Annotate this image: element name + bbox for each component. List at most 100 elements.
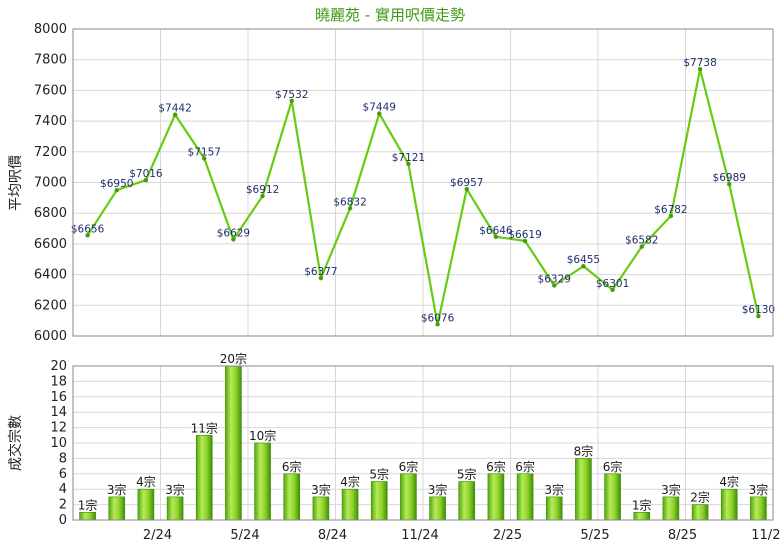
transaction-bar-label: 6宗 <box>603 459 623 474</box>
transaction-bar-label: 1宗 <box>78 497 98 512</box>
price-tick-label: 6800 <box>34 206 67 221</box>
price-tick-label: 6600 <box>34 237 67 252</box>
price-data-label: $6301 <box>596 278 629 290</box>
transaction-bar <box>283 473 301 521</box>
date-tick-label: 2/25 <box>493 528 522 543</box>
transaction-bar <box>166 496 184 521</box>
count-tick-label: 0 <box>59 513 67 528</box>
transaction-bar <box>400 473 417 521</box>
count-tick-label: 8 <box>59 451 67 466</box>
price-point <box>318 275 324 281</box>
transaction-bar-label: 11宗 <box>191 420 218 435</box>
price-point <box>435 322 440 327</box>
price-data-label: $6076 <box>421 312 455 324</box>
price-data-label: $6957 <box>450 177 483 189</box>
transaction-bar <box>633 511 651 521</box>
transaction-bar-label: 6宗 <box>515 459 535 474</box>
price-tick-label: 6000 <box>34 329 67 344</box>
transaction-bar-label: 6宗 <box>486 459 506 474</box>
price-y-ticks: 6000 6200 6400 6600 6800 7000 7200 7400 7600 7800… <box>34 22 67 344</box>
transaction-bar <box>720 488 738 521</box>
price-point <box>172 112 178 117</box>
transaction-bar <box>137 488 155 521</box>
transaction-bar <box>691 504 709 521</box>
transaction-bar-label: 3宗 <box>165 482 185 497</box>
price-line-series <box>85 67 761 327</box>
price-point <box>143 177 149 183</box>
price-data-label: $6656 <box>71 223 105 235</box>
price-point <box>697 67 703 72</box>
transaction-bar <box>225 365 242 521</box>
transaction-bar <box>108 496 126 521</box>
date-tick-label: 5/25 <box>580 528 609 543</box>
price-data-label: $7442 <box>158 103 191 115</box>
count-tick-label: 18 <box>50 374 67 389</box>
price-point <box>377 111 382 116</box>
price-tick-label: 8000 <box>34 22 67 37</box>
transaction-bar-label: 20宗 <box>220 351 247 366</box>
price-data-label: $7016 <box>129 168 163 180</box>
price-data-label: $7157 <box>188 146 221 158</box>
price-data-label: $6582 <box>625 235 658 247</box>
transaction-bar-label: 3宗 <box>749 482 769 497</box>
price-data-label: $7121 <box>392 152 425 164</box>
count-axis-label: 成交宗數 <box>7 415 24 471</box>
price-data-label: $6455 <box>567 254 600 266</box>
price-tick-label: 6400 <box>34 268 67 283</box>
transaction-bar <box>312 496 330 521</box>
transaction-bar <box>79 511 96 521</box>
price-point <box>289 98 294 104</box>
count-tick-label: 12 <box>50 421 67 436</box>
transaction-bar-label: 3宗 <box>428 482 448 497</box>
price-point <box>85 233 90 238</box>
count-tick-label: 2 <box>59 498 67 513</box>
price-plot-frame <box>72 28 774 337</box>
price-line <box>86 68 760 326</box>
count-tick-label: 16 <box>50 390 67 405</box>
transaction-bar <box>575 458 592 521</box>
transaction-bar-label: 4宗 <box>136 474 156 489</box>
transaction-bar-label: 10宗 <box>249 428 276 443</box>
price-data-label: $6950 <box>100 178 133 190</box>
transaction-bar <box>370 481 388 521</box>
price-point <box>552 283 557 288</box>
price-data-label: $6989 <box>713 172 746 184</box>
transaction-bar <box>458 481 476 521</box>
price-data-label: $6912 <box>246 184 279 196</box>
transaction-bar <box>487 473 505 521</box>
chart-title: 曉麗苑 - 實用呎價走勢 <box>315 6 465 24</box>
price-point <box>581 263 586 269</box>
price-point <box>406 161 411 167</box>
price-data-labels: $6656 $6950$7016 $7442 $7157 $6629 $6912 $7532… <box>71 57 775 324</box>
price-tick-label: 7800 <box>34 53 67 68</box>
transaction-bar-label: 1宗 <box>632 497 652 512</box>
price-data-label: $6130 <box>742 304 775 316</box>
transaction-bar <box>545 496 563 521</box>
price-point <box>522 238 528 244</box>
transaction-bar-label: 4宗 <box>340 474 360 489</box>
price-point <box>464 186 469 192</box>
price-tick-label: 7600 <box>34 83 67 98</box>
price-tick-label: 7400 <box>34 114 67 129</box>
transaction-bar <box>195 434 213 521</box>
transaction-bar-label: 3宗 <box>311 482 331 497</box>
transaction-bar <box>254 442 271 521</box>
count-tick-label: 10 <box>50 436 67 451</box>
transaction-bar <box>341 488 359 521</box>
transaction-bars <box>79 365 767 521</box>
transaction-bar-label: 3宗 <box>107 482 127 497</box>
price-tick-label: 7000 <box>34 176 67 191</box>
price-axis-label: 平均呎價 <box>7 155 24 211</box>
price-point <box>727 181 732 187</box>
count-plot-frame <box>72 365 774 521</box>
price-point <box>347 206 353 211</box>
price-data-label: $6377 <box>304 266 337 278</box>
transaction-bar-label: 3宗 <box>544 482 564 497</box>
price-data-label: $6619 <box>508 229 541 241</box>
count-tick-label: 4 <box>59 482 67 497</box>
date-tick-label: 2/24 <box>143 528 172 543</box>
date-tick-label: 8/24 <box>318 528 347 543</box>
transaction-bar <box>516 473 534 521</box>
